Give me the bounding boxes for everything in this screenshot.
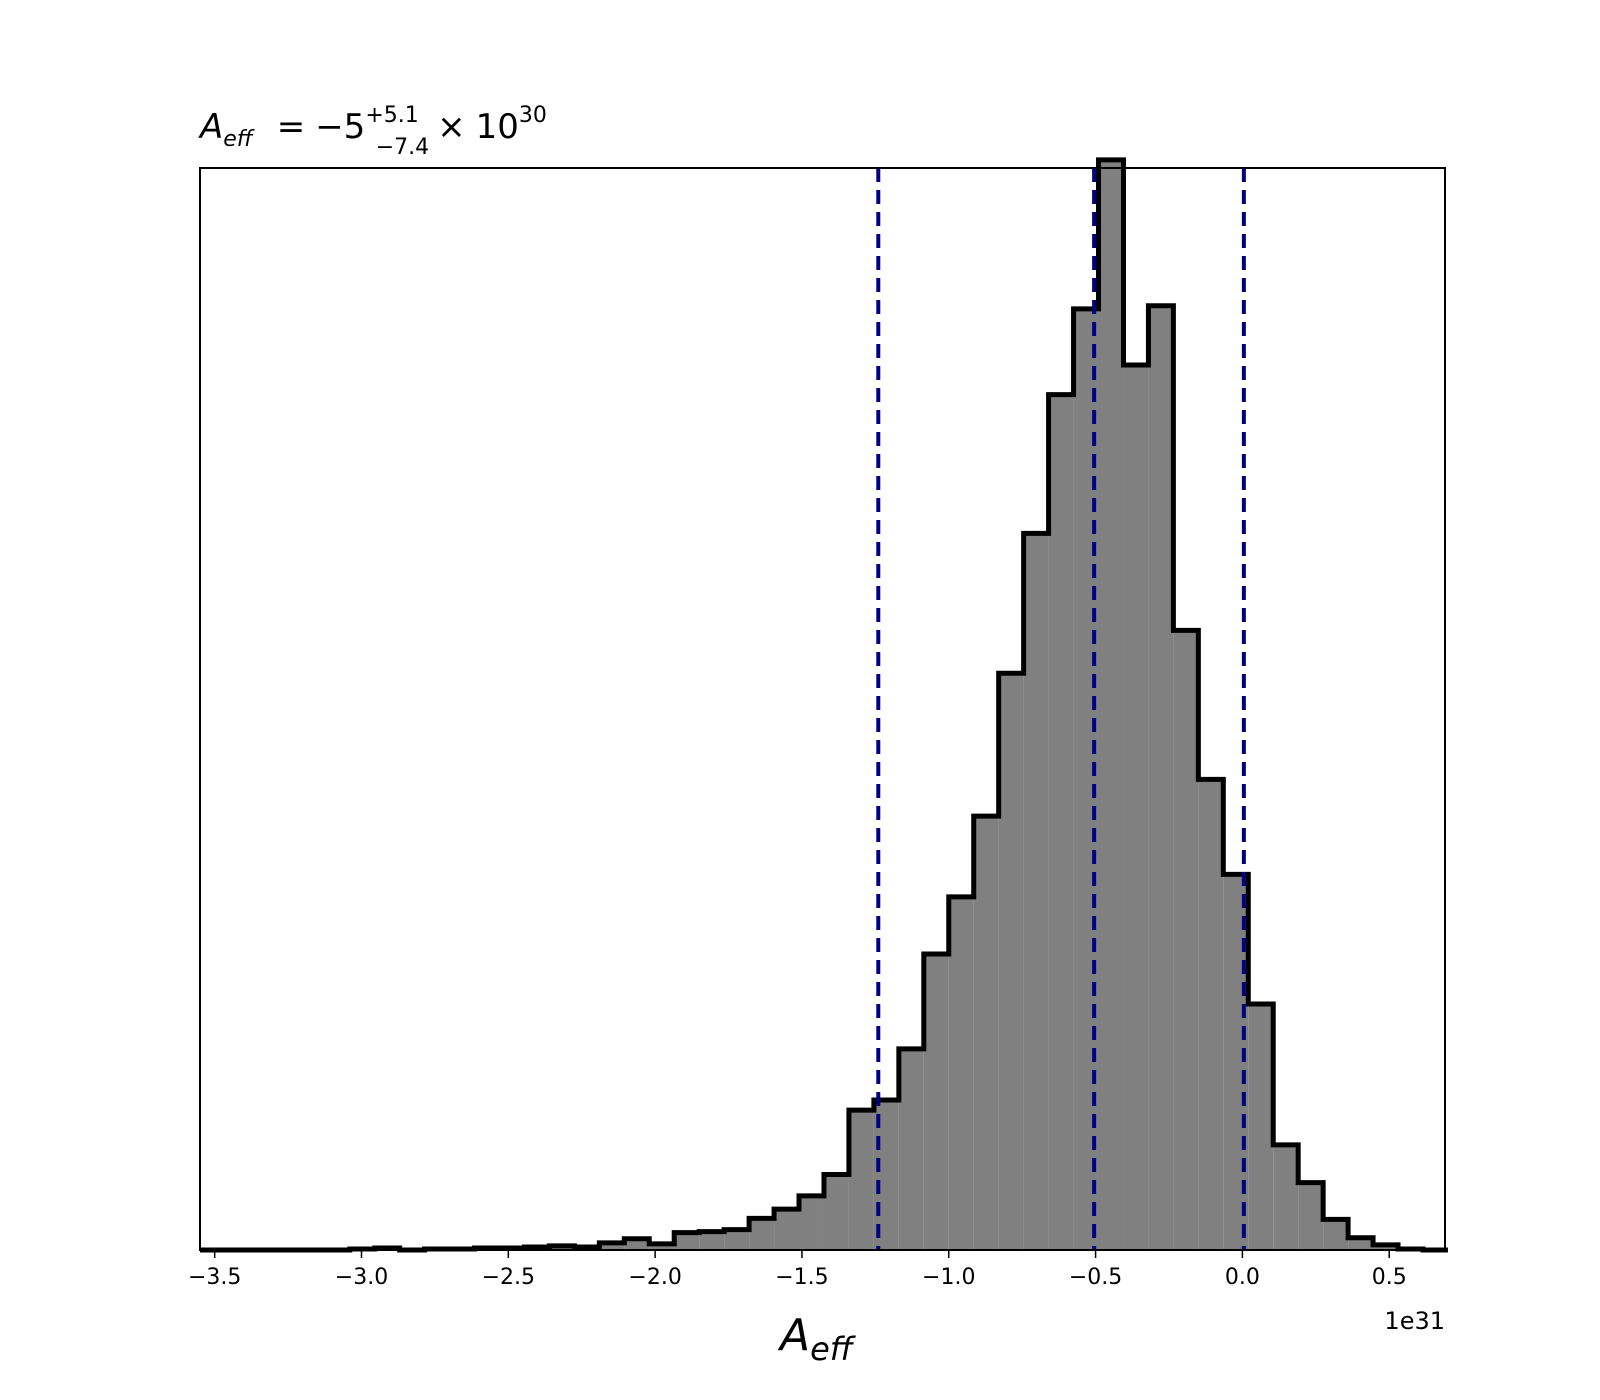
histogram-bar bbox=[624, 1238, 650, 1250]
histogram-bar bbox=[998, 673, 1024, 1250]
title-value: −5 bbox=[315, 107, 365, 147]
histogram-bar bbox=[1048, 394, 1074, 1250]
title-upper: +5.1 bbox=[365, 103, 418, 128]
histogram-bar bbox=[923, 953, 949, 1250]
histogram-bar bbox=[1323, 1219, 1349, 1250]
histogram-bar bbox=[1298, 1182, 1324, 1250]
histogram-bar bbox=[599, 1242, 625, 1250]
histogram-bar bbox=[699, 1231, 725, 1250]
x-axis-ticks: −3.5 −3.0 −2.5 −2.0 −1.5 −1.0 −0.5 0.0 0.5 bbox=[188, 1250, 1407, 1290]
x-tick-label: 0.5 bbox=[1372, 1265, 1407, 1290]
histogram-bar bbox=[1173, 630, 1199, 1250]
histogram-bar bbox=[1248, 1003, 1274, 1250]
title-equals: = bbox=[277, 107, 306, 147]
histogram-bar bbox=[973, 816, 999, 1250]
histogram-bar bbox=[1348, 1237, 1374, 1250]
x-tick-label: −3.5 bbox=[188, 1265, 241, 1290]
axes-frame bbox=[199, 167, 1446, 1251]
histogram-bar bbox=[749, 1218, 775, 1250]
title-symbol-sub: eff bbox=[223, 127, 255, 152]
x-offset-label: 1e31 bbox=[1384, 1307, 1445, 1335]
histogram-bar bbox=[1198, 779, 1224, 1250]
title-symbol: A bbox=[198, 107, 223, 147]
histogram-bar bbox=[1148, 305, 1174, 1250]
chart-title: Aeff = −5+5.1 −7.4 × 1030 bbox=[198, 103, 547, 160]
title-times: × bbox=[437, 107, 466, 147]
histogram-bar bbox=[848, 1110, 874, 1250]
x-tick-label: −3.0 bbox=[335, 1265, 388, 1290]
x-tick-label: −2.5 bbox=[482, 1265, 535, 1290]
histogram-bar bbox=[724, 1229, 750, 1250]
histogram-bar bbox=[1373, 1244, 1399, 1250]
histogram-bar bbox=[1273, 1144, 1299, 1250]
x-tick-label: −1.0 bbox=[922, 1265, 975, 1290]
plot-area bbox=[200, 157, 1448, 1253]
xlabel-symbol: A bbox=[777, 1310, 810, 1361]
histogram-bar bbox=[898, 1048, 924, 1250]
histogram-outline bbox=[200, 157, 1448, 1253]
histogram-bar bbox=[823, 1174, 849, 1250]
title-lower: −7.4 bbox=[376, 135, 429, 160]
histogram-bar bbox=[1073, 308, 1099, 1250]
x-tick-label: 0.0 bbox=[1225, 1265, 1260, 1290]
histogram-bar bbox=[674, 1232, 700, 1250]
histogram-bar bbox=[799, 1195, 824, 1250]
x-tick-label: −0.5 bbox=[1069, 1265, 1122, 1290]
histogram-bar bbox=[948, 896, 974, 1250]
histogram-bar bbox=[1098, 159, 1124, 1250]
x-tick-label: −2.0 bbox=[628, 1265, 681, 1290]
title-base: 10 bbox=[476, 107, 519, 147]
histogram-bar bbox=[1123, 365, 1149, 1251]
histogram-bar bbox=[649, 1243, 675, 1250]
histogram-bar bbox=[774, 1209, 800, 1250]
histogram-bar bbox=[1023, 533, 1049, 1250]
xlabel-sub: eff bbox=[810, 1330, 857, 1368]
title-exponent: 30 bbox=[519, 103, 547, 128]
x-tick-label: −1.5 bbox=[775, 1265, 828, 1290]
x-axis-label: Aeff bbox=[777, 1310, 857, 1368]
